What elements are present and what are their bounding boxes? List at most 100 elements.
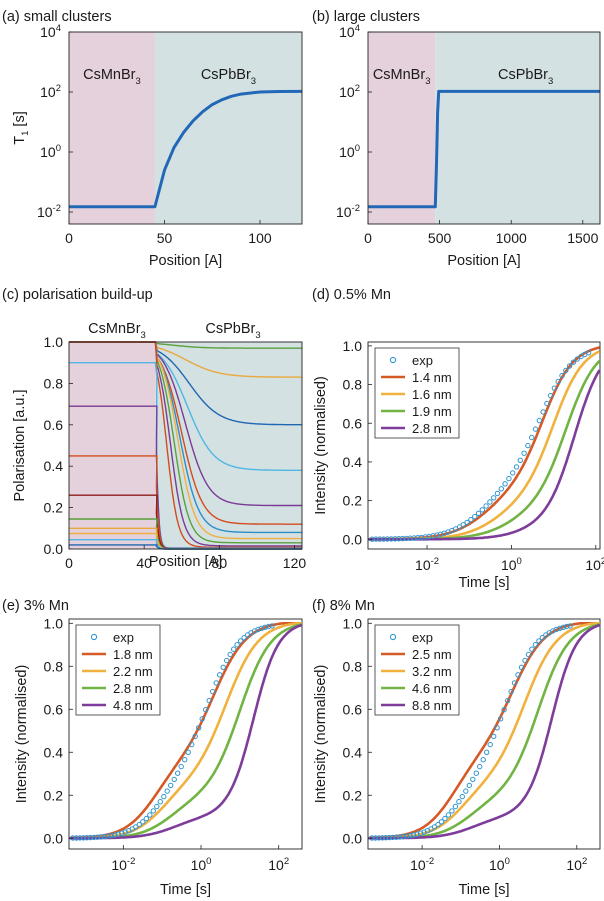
y-tick-label: 100 bbox=[40, 143, 61, 160]
experiment-marker bbox=[265, 623, 272, 630]
x-tick-label: 80 bbox=[212, 555, 228, 571]
tick-exponent: -2 bbox=[53, 203, 61, 214]
experiment-marker bbox=[171, 776, 177, 783]
y-tick-label: 0.2 bbox=[343, 493, 363, 509]
experiment-marker bbox=[87, 834, 94, 841]
experiment-marker bbox=[143, 815, 150, 822]
experiment-marker bbox=[529, 646, 535, 652]
region-name: CsPbBr bbox=[498, 67, 548, 83]
tick-base: 10 bbox=[111, 857, 127, 873]
experiment-marker bbox=[227, 651, 233, 658]
tick-exponent: 2 bbox=[284, 856, 289, 867]
tick-base: 10 bbox=[501, 557, 517, 573]
experiment-marker bbox=[210, 688, 216, 695]
y-tick-label: 0.4 bbox=[343, 744, 363, 760]
polarisation-curve bbox=[69, 341, 302, 534]
legend-label: 4.6 nm bbox=[412, 681, 452, 696]
panel-title: (a) small clusters bbox=[2, 9, 112, 25]
y-tick-label: 100 bbox=[339, 143, 360, 160]
experiment-marker bbox=[551, 385, 558, 391]
experiment-marker bbox=[557, 625, 563, 631]
experiment-marker bbox=[494, 490, 501, 497]
experiment-marker bbox=[553, 626, 559, 633]
experiment-marker bbox=[373, 536, 379, 542]
region-subscript: 3 bbox=[425, 76, 430, 87]
tick-base: 10 bbox=[410, 857, 426, 873]
experiment-marker bbox=[175, 770, 181, 776]
experiment-marker bbox=[393, 834, 399, 840]
experiment-marker bbox=[154, 803, 160, 810]
experiment-marker bbox=[487, 741, 493, 748]
y-tick-label: 1.0 bbox=[343, 338, 363, 354]
legend-label: 1.9 nm bbox=[412, 404, 452, 419]
experiment-marker bbox=[555, 378, 561, 385]
panel-title: (d) 0.5% Mn bbox=[312, 287, 391, 303]
region-label: CsMnBr3 bbox=[373, 67, 431, 87]
experiment-marker bbox=[182, 757, 188, 763]
experiment-marker bbox=[407, 535, 413, 541]
tick-base: 10 bbox=[339, 84, 355, 100]
experiment-marker bbox=[445, 812, 452, 818]
legend-label: 2.8 nm bbox=[113, 681, 153, 696]
experiment-marker bbox=[231, 646, 237, 652]
experiment-marker bbox=[380, 536, 387, 542]
experiment-marker bbox=[529, 434, 535, 441]
experiment-marker bbox=[491, 733, 497, 740]
legend-marker bbox=[389, 356, 397, 364]
region-name: CsPbBr bbox=[201, 67, 251, 83]
x-tick-label: 120 bbox=[283, 555, 307, 571]
polarisation-curve bbox=[69, 341, 302, 507]
experiment-marker bbox=[426, 533, 432, 540]
experiment-marker bbox=[241, 635, 247, 641]
y-tick-label: 0.6 bbox=[343, 701, 363, 717]
experiment-marker bbox=[566, 363, 573, 369]
region-label: CsMnBr3 bbox=[88, 321, 146, 341]
y-tick-label: 0.6 bbox=[343, 415, 363, 431]
experiment-marker bbox=[506, 475, 512, 482]
x-tick-label: 1500 bbox=[567, 230, 598, 246]
polarisation-curve bbox=[69, 341, 302, 471]
region-shade bbox=[368, 32, 436, 224]
plot-frame bbox=[367, 31, 601, 225]
x-tick-label: 40 bbox=[136, 555, 152, 571]
x-axis-label: Time [s] bbox=[458, 575, 509, 591]
experiment-marker bbox=[189, 741, 195, 748]
experiment-marker bbox=[497, 716, 504, 722]
tick-exponent: -2 bbox=[426, 856, 434, 867]
experiment-marker bbox=[473, 770, 479, 776]
experiment-marker bbox=[388, 536, 394, 542]
legend-label: 2.2 nm bbox=[113, 664, 153, 679]
experiment-marker bbox=[101, 833, 108, 840]
region-shade bbox=[69, 32, 155, 224]
experiment-marker bbox=[508, 688, 514, 695]
y-tick-label: 1.0 bbox=[343, 615, 363, 631]
tick-base: 10 bbox=[268, 857, 284, 873]
experiment-marker bbox=[108, 832, 115, 839]
x-tick-label: 1000 bbox=[496, 230, 527, 246]
polarisation-curve bbox=[69, 341, 302, 540]
y-tick-label: 0.0 bbox=[343, 830, 363, 846]
experiment-marker bbox=[185, 749, 191, 755]
region-subscript: 3 bbox=[255, 330, 260, 341]
polarisation-curve bbox=[69, 341, 302, 547]
y-axis-label: Intensity (normalised) bbox=[313, 376, 329, 515]
y-axis-label: Intensity (normalised) bbox=[313, 665, 329, 804]
experiment-marker bbox=[376, 835, 382, 841]
experiment-marker bbox=[442, 815, 448, 822]
ylabel-subscript: 1 bbox=[20, 131, 31, 136]
experiment-marker bbox=[456, 524, 463, 530]
legend-label: 2.8 nm bbox=[412, 421, 452, 436]
experiment-marker bbox=[472, 513, 478, 520]
y-tick-label: 0.2 bbox=[343, 787, 363, 803]
ylabel-unit: [s] bbox=[12, 111, 28, 130]
experiment-marker bbox=[164, 788, 170, 794]
experiment-marker bbox=[392, 536, 398, 542]
experiment-marker bbox=[449, 808, 455, 814]
tick-base: 10 bbox=[339, 144, 355, 160]
tick-exponent: -2 bbox=[431, 556, 439, 567]
legend-marker bbox=[389, 633, 397, 641]
experiment-marker bbox=[510, 470, 516, 476]
experiment-marker bbox=[470, 776, 476, 783]
